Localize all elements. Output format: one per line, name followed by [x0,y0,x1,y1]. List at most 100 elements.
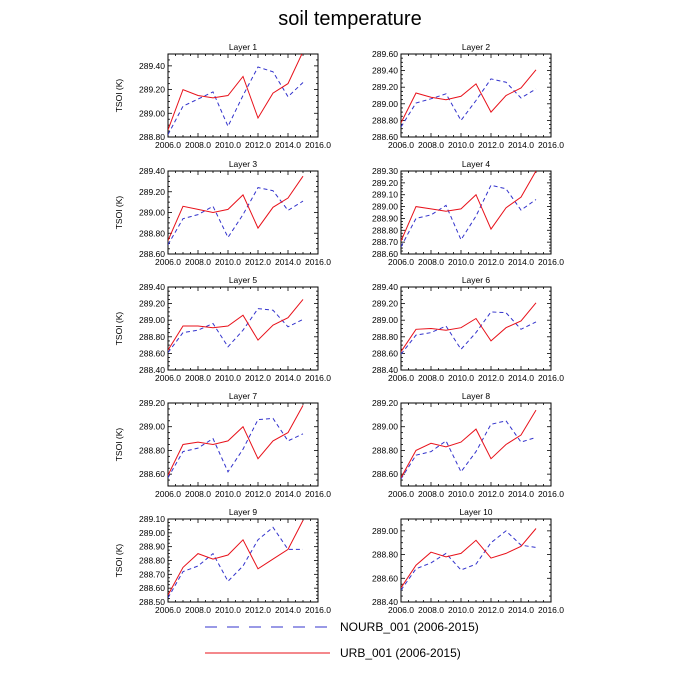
y-tick-label: 288.60 [139,249,165,259]
panel-title: Layer 4 [462,159,491,169]
series-line-urb [401,302,537,352]
x-tick-label: 2012.0 [478,605,504,615]
y-axis-label: TSOI (K) [114,196,124,230]
x-tick-label: 2012.0 [478,257,504,267]
x-tick-label: 2012.0 [478,489,504,499]
x-tick-label: 2012.0 [245,489,271,499]
y-tick-label: 288.40 [139,365,165,375]
x-tick-label: 2016.0 [538,373,564,383]
y-tick-label: 288.70 [139,569,165,579]
y-tick-label: 288.60 [139,469,165,479]
chart-panel: Layer 9 2006.0 2008.0 2010.0 2012.0 2014.0 201… [114,507,331,615]
x-tick-label: 2012.0 [478,140,504,150]
x-tick-label: 2008.0 [418,257,444,267]
series-line-urb [401,171,537,242]
x-tick-label: 2010.0 [448,257,474,267]
x-tick-label: 2016.0 [305,257,331,267]
chart-panel: Layer 1 2006.0 2008.0 2010.0 2012.0 2014.0 201… [114,42,331,150]
y-tick-label: 289.20 [372,299,398,309]
chart-panel: Layer 2 2006.0 2008.0 2010.0 2012.0 2014.0 201… [372,42,564,150]
y-tick-label: 288.80 [372,445,398,455]
x-tick-label: 2016.0 [305,140,331,150]
x-tick-label: 2010.0 [215,140,241,150]
x-tick-label: 2008.0 [418,605,444,615]
x-tick-label: 2014.0 [508,140,534,150]
y-tick-label: 289.40 [139,61,165,71]
x-tick-label: 2008.0 [185,373,211,383]
y-axis-label: TSOI (K) [114,79,124,113]
plot-frame [167,286,319,371]
y-tick-label: 289.20 [372,398,398,408]
y-tick-label: 289.60 [372,49,398,59]
x-tick-label: 2014.0 [508,605,534,615]
series-line-urb [401,69,537,124]
series-line-urb [168,54,303,131]
x-tick-label: 2006.0 [155,373,181,383]
series-line-urb [168,520,304,596]
y-tick-label: 289.20 [139,398,165,408]
y-tick-label: 289.00 [372,526,398,536]
y-tick-label: 289.20 [139,187,165,197]
x-tick-label: 2014.0 [508,257,534,267]
y-tick-label: 289.10 [372,190,398,200]
y-tick-label: 288.90 [139,542,165,552]
panel-title: Layer 10 [459,507,492,517]
series-line-urb [401,409,537,478]
chart-panel: Layer 5 2006.0 2008.0 2010.0 2012.0 2014.0 201… [114,275,331,383]
y-tick-label: 288.80 [139,445,165,455]
x-tick-label: 2016.0 [538,489,564,499]
x-tick-label: 2010.0 [448,373,474,383]
x-tick-label: 2016.0 [538,257,564,267]
x-tick-label: 2006.0 [388,373,414,383]
panel-title: Layer 1 [229,42,258,52]
y-axis-label: TSOI (K) [114,428,124,462]
y-tick-label: 288.60 [372,132,398,142]
legend-dashed-line-icon [205,626,330,628]
x-tick-label: 2006.0 [155,257,181,267]
y-tick-label: 288.80 [139,332,165,342]
y-tick-label: 288.80 [372,550,398,560]
x-tick-label: 2012.0 [478,373,504,383]
y-tick-label: 289.00 [139,108,165,118]
y-tick-label: 288.60 [372,573,398,583]
x-tick-label: 2010.0 [215,489,241,499]
series-line-nourb [168,187,304,245]
y-tick-label: 288.60 [139,348,165,358]
x-tick-label: 2010.0 [215,605,241,615]
y-tick-label: 289.00 [139,528,165,538]
panel-title: Layer 5 [229,275,258,285]
series-line-nourb [168,308,304,353]
x-tick-label: 2006.0 [155,140,181,150]
plot-frame [400,402,552,487]
y-tick-label: 289.10 [139,514,165,524]
y-tick-label: 289.00 [139,315,165,325]
x-tick-label: 2016.0 [305,489,331,499]
x-tick-label: 2006.0 [155,605,181,615]
legend-item-urb: URB_001 (2006-2015) [205,643,461,663]
x-tick-label: 2010.0 [448,489,474,499]
y-tick-label: 289.20 [372,82,398,92]
x-tick-label: 2008.0 [418,373,444,383]
x-tick-label: 2010.0 [448,605,474,615]
y-tick-label: 289.30 [372,166,398,176]
y-tick-label: 289.00 [139,422,165,432]
series-line-nourb [168,526,303,599]
y-tick-label: 288.80 [372,225,398,235]
y-axis-label: TSOI (K) [114,544,124,578]
x-tick-label: 2014.0 [275,257,301,267]
chart-panel: Layer 7 2006.0 2008.0 2010.0 2012.0 2014.0 201… [114,391,331,499]
y-tick-label: 288.40 [372,365,398,375]
series-line-urb [401,528,537,589]
x-tick-label: 2014.0 [508,489,534,499]
chart-panel: Layer 10 2006.0 2008.0 2010.0 2012.0 2014.0 20… [372,507,564,615]
x-tick-label: 2008.0 [418,489,444,499]
y-tick-label: 289.00 [372,99,398,109]
x-tick-label: 2010.0 [448,140,474,150]
y-tick-label: 288.60 [372,348,398,358]
x-tick-label: 2014.0 [275,140,301,150]
x-tick-label: 2010.0 [215,373,241,383]
series-line-nourb [401,78,537,128]
x-tick-label: 2012.0 [245,257,271,267]
x-tick-label: 2012.0 [245,605,271,615]
